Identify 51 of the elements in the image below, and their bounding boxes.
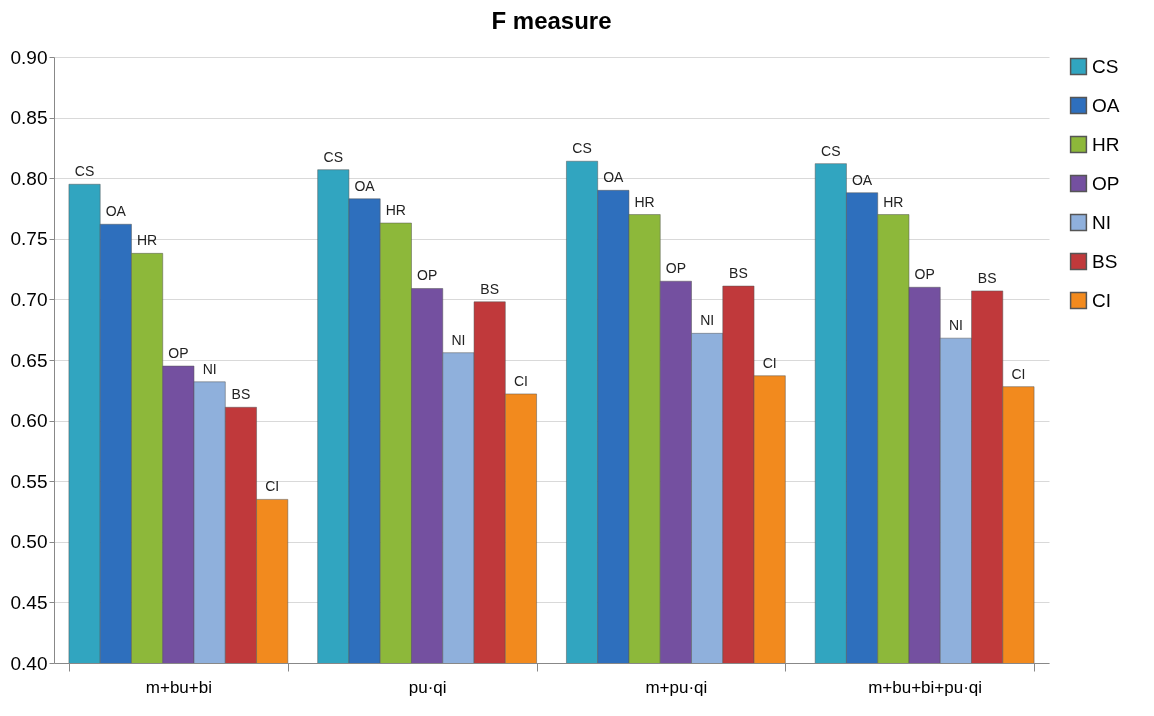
- y-tick-label: 0.50: [10, 531, 48, 553]
- x-tick-label: pu·qi: [408, 677, 447, 697]
- legend-label: OA: [1092, 94, 1120, 116]
- y-tick-label: 0.90: [10, 46, 48, 68]
- y-tick-label: 0.75: [10, 228, 48, 250]
- data-label: HR: [385, 202, 406, 219]
- data-label: OP: [914, 266, 935, 283]
- y-tick-label: 0.45: [10, 591, 48, 613]
- data-label: NI: [202, 360, 217, 377]
- legend-label: NI: [1092, 211, 1111, 233]
- chart-title: F measure: [491, 7, 612, 34]
- x-tick-label: m+bu+bi: [145, 677, 212, 697]
- y-tick-label: 0.60: [10, 410, 48, 432]
- data-label: CI: [513, 372, 528, 389]
- data-label: NI: [451, 331, 466, 348]
- data-label: HR: [136, 232, 158, 249]
- data-label: OP: [665, 260, 686, 277]
- x-tick-label: m+pu·qi: [645, 677, 708, 697]
- data-label: CS: [323, 148, 344, 165]
- data-label: CS: [821, 142, 841, 159]
- data-label: CS: [572, 140, 592, 157]
- data-label: BS: [480, 280, 500, 297]
- data-label: OA: [851, 171, 873, 188]
- y-tick-label: 0.85: [10, 107, 48, 129]
- data-label: CI: [1011, 365, 1026, 382]
- data-label: OA: [354, 177, 376, 194]
- y-tick-label: 0.80: [10, 167, 48, 189]
- legend-label: CS: [1092, 55, 1119, 77]
- data-label: OA: [603, 169, 625, 186]
- data-label: OP: [168, 345, 189, 362]
- data-label: OA: [105, 203, 127, 220]
- y-tick-label: 0.70: [10, 288, 48, 310]
- legend-label: CI: [1092, 289, 1111, 311]
- data-label: OP: [417, 267, 438, 284]
- legend-label: BS: [1092, 250, 1118, 272]
- legend-label: OP: [1092, 172, 1120, 194]
- y-tick-label: 0.65: [10, 349, 48, 371]
- data-label: NI: [700, 312, 715, 329]
- data-label: HR: [634, 193, 655, 210]
- data-label: CI: [265, 478, 280, 495]
- y-tick-label: 0.40: [10, 652, 48, 674]
- data-label: CI: [762, 354, 777, 371]
- data-label: CS: [74, 163, 95, 180]
- data-label: BS: [729, 265, 748, 282]
- x-tick-label: m+bu+bi+pu·qi: [868, 677, 983, 697]
- data-label: NI: [948, 317, 963, 334]
- y-tick-label: 0.55: [10, 470, 48, 492]
- data-label: HR: [883, 193, 904, 210]
- data-label: BS: [231, 386, 251, 403]
- legend-label: HR: [1092, 133, 1120, 155]
- data-label: BS: [977, 269, 997, 286]
